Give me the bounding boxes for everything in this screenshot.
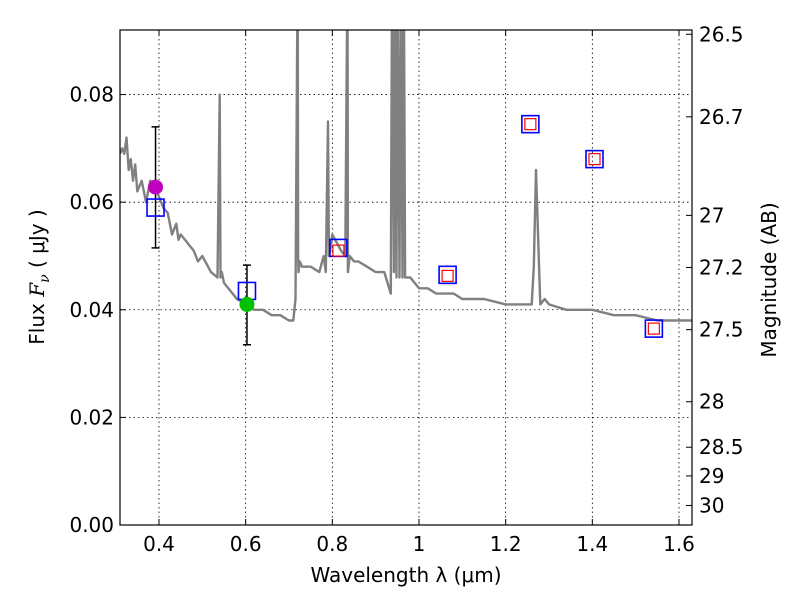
- y-axis-label-right: Magnitude (AB): [757, 202, 781, 357]
- model-spectrum-line: [120, 30, 692, 322]
- observed-photometry-point: [332, 244, 345, 257]
- y-tick-label: 0.02: [69, 405, 114, 429]
- y-tick-label: 0.06: [69, 190, 114, 214]
- y-axis-label-symbol: F: [25, 282, 49, 298]
- x-tick-label: 0.6: [230, 532, 262, 556]
- x-axis-label: Wavelength λ (μm): [310, 563, 501, 587]
- plot-frame: [119, 29, 693, 526]
- observed-photometry-point: [441, 269, 454, 282]
- x-tick-label: 0.8: [316, 532, 348, 556]
- observed-photometry-point: [647, 322, 660, 335]
- grid: [120, 30, 692, 525]
- model-photometry-point: [644, 319, 664, 338]
- mag-tick-label: 29: [699, 464, 724, 488]
- mag-tick-label: 26.5: [699, 22, 744, 46]
- mag-tick-label: 28: [699, 390, 724, 414]
- mag-tick-label: 28.5: [699, 435, 744, 459]
- model-photometry-point: [585, 149, 604, 169]
- detection-point-magenta: [148, 179, 164, 195]
- y-tick-label: 0.08: [69, 83, 114, 107]
- mag-tick-label: 26.7: [699, 105, 744, 129]
- y-axis-label-prefix: Flux: [25, 297, 49, 345]
- y-axis-label-left: Flux Fν ( μJy ): [25, 209, 53, 344]
- x-tick-label: 1.2: [490, 532, 522, 556]
- detection-point-green: [239, 296, 255, 312]
- mag-tick-label: 27.5: [699, 318, 744, 342]
- y-tick-label: 0.04: [69, 298, 114, 322]
- model-photometry-point: [521, 114, 540, 134]
- ticks: 0.4 0.6 0.8 1 1.2 1.4 1.6 0.00 0.02 0.04 0.06 0.08 2…: [69, 22, 743, 556]
- y-axis-label-unit: ( μJy ): [25, 209, 49, 274]
- x-tick-label: 1: [413, 532, 426, 556]
- mag-tick-label: 27: [699, 203, 724, 227]
- observed-photometry-point: [588, 153, 601, 166]
- observed-photometry-point: [524, 118, 537, 131]
- model-photometry-point: [438, 265, 457, 285]
- x-tick-label: 1.4: [576, 532, 608, 556]
- x-tick-label: 0.4: [143, 532, 175, 556]
- y-tick-label: 0.00: [69, 513, 114, 537]
- mag-tick-label: 27.2: [699, 255, 744, 279]
- y-axis-label-subscript: ν: [37, 274, 53, 283]
- mag-tick-label: 30: [699, 493, 724, 517]
- plot-area: [120, 30, 692, 346]
- x-tick-label: 1.6: [663, 532, 695, 556]
- model-photometry-point: [146, 198, 165, 217]
